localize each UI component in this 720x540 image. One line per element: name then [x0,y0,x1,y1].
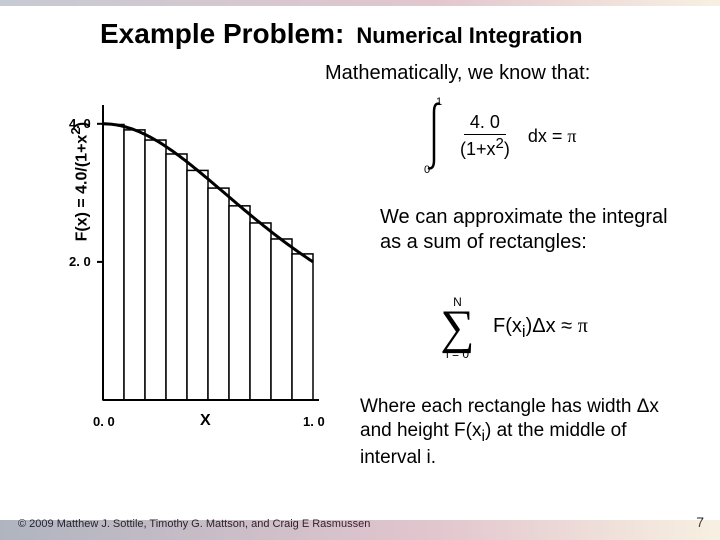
math-intro: Mathematically, we know that: [325,62,590,85]
int-lower-lim: 0 [424,164,430,176]
sigma-icon: ∑ [430,309,485,347]
xtick-1: 1. 0 [303,414,325,429]
int-upper-lim: 1 [436,96,442,108]
slide-subtitle-inline: Numerical Integration [356,23,582,49]
x-axis-label: X [200,412,211,430]
sum-lower: i = 0 [430,347,485,361]
summand-f: F(x [493,315,522,337]
slide-title: Example Problem: [100,18,344,50]
xtick-0: 0. 0 [93,414,115,429]
dx-equals: dx = [528,126,568,146]
integral-expression: 1 0 4. 0 (1+x2) dx = π [420,100,577,172]
integral-icon [420,100,448,172]
ytick-2: 2. 0 [69,254,91,269]
summation-expression: N ∑ i = 0 F(xi)Δx ≈ π [430,295,588,361]
integrand-num: 4. 0 [464,112,506,135]
approximation-text: We can approximate the integral as a sum… [380,205,690,255]
integrand-denom: (1+x2) [454,135,516,161]
pi-symbol: π [567,126,576,146]
where-text: Where each rectangle has width Δx and he… [360,395,690,470]
riemann-chart: 4. 0 2. 0 0. 0 1. 0 X [75,100,330,430]
ytick-4: 4. 0 [69,116,91,131]
